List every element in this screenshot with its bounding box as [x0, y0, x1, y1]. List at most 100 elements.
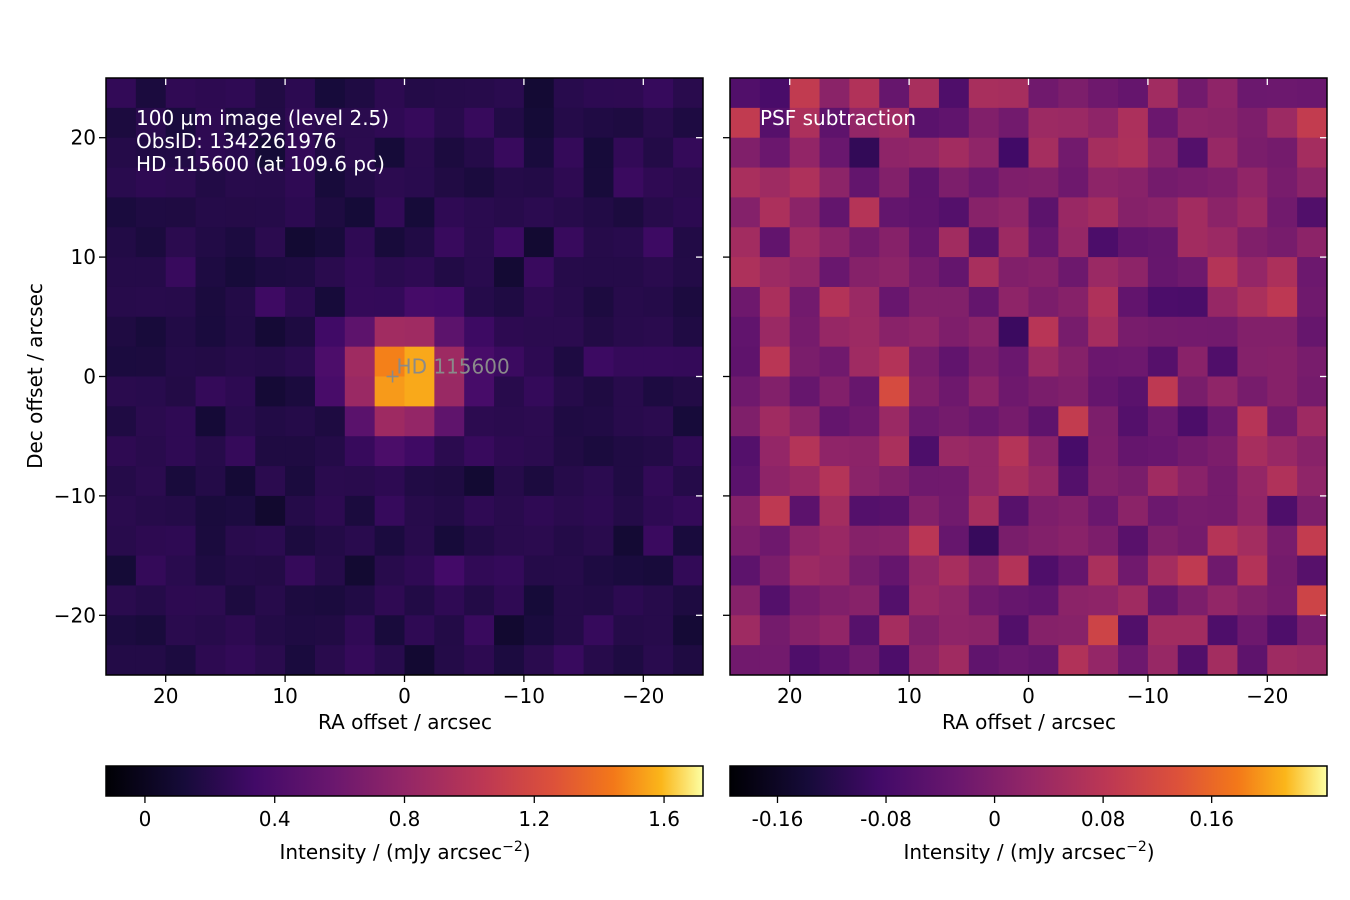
image-pixel [613, 167, 644, 198]
y-tick-label: 20 [71, 126, 96, 150]
image-pixel [165, 406, 197, 437]
image-pixel [1058, 346, 1089, 378]
image-pixel [404, 495, 435, 527]
image-pixel [1147, 286, 1179, 318]
image-pixel [819, 257, 850, 288]
image-pixel [285, 197, 316, 228]
image-pixel [673, 466, 703, 497]
image-pixel [464, 286, 495, 318]
image-pixel [1267, 376, 1298, 407]
image-pixel [106, 286, 137, 318]
image-pixel [968, 585, 1000, 616]
image-pixel [1147, 78, 1179, 109]
image-pixel [583, 525, 615, 557]
image-pixel [673, 316, 703, 348]
image-pixel [1207, 376, 1239, 407]
image-pixel [849, 107, 880, 139]
colorbar-tick-label: 0 [988, 807, 1001, 831]
image-pixel [1147, 316, 1179, 348]
image-pixel [789, 376, 821, 407]
image-pixel [673, 525, 703, 557]
image-pixel [494, 645, 525, 675]
image-pixel [613, 286, 644, 318]
image-pixel [1207, 615, 1239, 646]
image-pixel [1237, 257, 1268, 288]
image-pixel [225, 525, 256, 557]
image-pixel [909, 555, 940, 587]
image-pixel [643, 436, 674, 467]
image-pixel [643, 346, 674, 378]
image-pixel [613, 227, 644, 258]
image-pixel [819, 495, 850, 527]
image-pixel [759, 615, 791, 646]
image-pixel [1118, 645, 1149, 675]
image-pixel [523, 585, 555, 616]
image-pixel [1088, 227, 1119, 258]
image-pixel [553, 585, 585, 616]
image-pixel [1237, 645, 1268, 675]
image-pixel [1177, 436, 1209, 467]
image-pixel [968, 346, 1000, 378]
image-pixel [404, 585, 435, 616]
image-pixel [1058, 286, 1089, 318]
image-pixel [759, 227, 791, 258]
image-pixel [255, 376, 286, 407]
image-pixel [434, 316, 465, 348]
image-pixel [730, 286, 761, 318]
colorbar-tick-label: 1.2 [518, 807, 550, 831]
image-pixel [195, 585, 226, 616]
image-pixel [464, 406, 495, 437]
image-pixel [583, 227, 615, 258]
image-pixel [583, 645, 615, 675]
image-pixel [998, 376, 1030, 407]
image-pixel [1028, 525, 1059, 557]
image-pixel [1297, 466, 1327, 497]
image-pixel [285, 167, 316, 198]
image-pixel [1058, 525, 1089, 557]
image-pixel [938, 137, 970, 169]
right-colorbar-ticks: -0.16 -0.08 0 0.08 0.16 [752, 796, 1234, 831]
image-pixel [106, 137, 137, 169]
image-pixel [1237, 436, 1268, 467]
image-pixel [1297, 346, 1327, 378]
image-pixel [730, 137, 761, 169]
image-pixel [464, 227, 495, 258]
image-pixel [404, 406, 435, 437]
image-pixel [434, 376, 465, 407]
image-pixel [255, 495, 286, 527]
image-pixel [1118, 137, 1149, 169]
image-pixel [583, 107, 615, 139]
image-pixel [1267, 495, 1298, 527]
image-pixel [643, 585, 674, 616]
image-pixel [523, 436, 555, 467]
image-pixel [759, 436, 791, 467]
image-pixel [789, 645, 821, 675]
image-pixel [583, 346, 615, 378]
image-pixel [968, 555, 1000, 587]
image-pixel [819, 466, 850, 497]
image-pixel [255, 227, 286, 258]
image-pixel [553, 406, 585, 437]
image-pixel [819, 436, 850, 467]
image-pixel [1297, 167, 1327, 198]
colorbar-tick-label: -0.16 [752, 807, 804, 831]
image-pixel [106, 495, 137, 527]
image-pixel [998, 495, 1030, 527]
image-pixel [789, 346, 821, 378]
image-pixel [314, 197, 346, 228]
image-pixel [434, 257, 465, 288]
image-pixel [673, 406, 703, 437]
image-pixel [938, 107, 970, 139]
image-pixel [789, 466, 821, 497]
image-pixel [730, 645, 761, 675]
image-pixel [1297, 495, 1327, 527]
image-pixel [285, 286, 316, 318]
image-pixel [374, 615, 406, 646]
image-pixel [1267, 436, 1298, 467]
left-colorbar-label: Intensity / (mJy arcsec−2) [279, 839, 530, 864]
image-pixel [1177, 257, 1209, 288]
right-annotation: PSF subtraction [760, 106, 916, 130]
image-pixel [643, 107, 674, 139]
image-pixel [523, 495, 555, 527]
image-pixel [819, 615, 850, 646]
